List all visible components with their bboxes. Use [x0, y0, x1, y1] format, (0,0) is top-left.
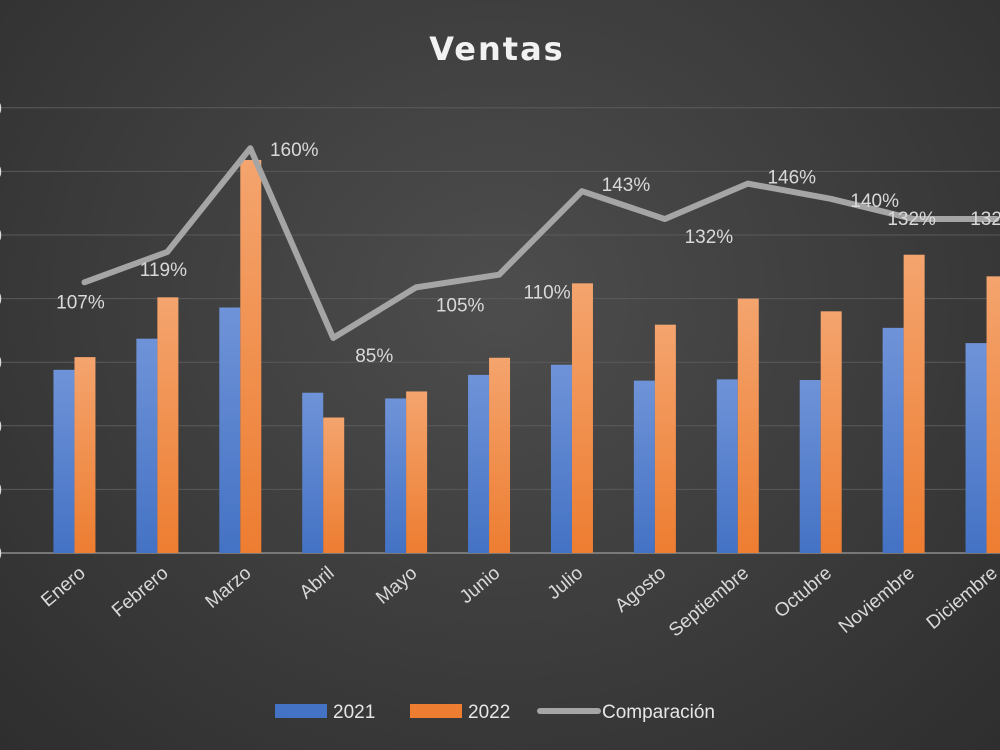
bar-2022-julio	[571, 283, 593, 553]
y-tick-label: 100	[0, 480, 2, 501]
bar-2021-junio	[468, 374, 490, 553]
data-label-comparison: 107%	[56, 292, 105, 313]
bar-2022-noviembre	[903, 254, 925, 553]
bar-series	[53, 159, 1000, 553]
y-tick-label: 400	[0, 290, 2, 311]
bar-2021-enero	[53, 369, 75, 553]
data-label-comparison: 132%	[970, 209, 1000, 230]
y-tick-label: 300	[0, 353, 2, 374]
x-tick-label: Octubre	[771, 563, 836, 623]
data-label-comparison: 132%	[685, 227, 734, 248]
bar-2021-octubre	[799, 380, 821, 553]
bar-2021-marzo	[219, 307, 241, 553]
x-tick-label: Diciembre	[923, 563, 1000, 634]
bar-2021-diciembre	[965, 343, 987, 553]
x-tick-label: Junio	[456, 563, 504, 608]
bar-2022-enero	[74, 357, 96, 553]
data-label-comparison: 110%	[523, 283, 570, 304]
data-label-comparison: 85%	[355, 346, 393, 367]
x-tick-label: Abril	[296, 563, 339, 604]
x-axis-tick-labels: Enero Febrero Marzo Abril Mayo Junio Julio Agos…	[37, 563, 1000, 642]
x-tick-label: Noviembre	[835, 563, 919, 638]
data-label-comparison: 105%	[436, 295, 485, 316]
bar-2021-mayo	[385, 398, 407, 553]
x-tick-label: Marzo	[202, 563, 256, 613]
y-tick-label: 500	[0, 226, 2, 247]
bar-2021-febrero	[136, 338, 158, 553]
x-tick-label: Mayo	[372, 563, 421, 609]
bar-2022-diciembre	[986, 276, 1000, 553]
x-tick-label: Febrero	[108, 563, 172, 622]
legend-label: 2022	[468, 702, 510, 723]
bar-2021-septiembre	[716, 379, 738, 553]
data-label-comparison: 132%	[887, 209, 936, 230]
x-tick-label: Agosto	[611, 563, 670, 617]
bar-2022-agosto	[654, 324, 676, 553]
y-tick-label: 0	[0, 544, 2, 565]
legend-swatch-2022	[410, 704, 462, 718]
legend-label: Comparación	[602, 702, 715, 723]
bar-2021-julio	[550, 364, 572, 553]
data-label-comparison: 143%	[602, 175, 651, 196]
y-axis-tick-labels: 0 100 200 300 400 500 600 700	[0, 99, 2, 565]
bar-2022-marzo	[240, 159, 262, 553]
bar-2022-octubre	[820, 311, 842, 553]
y-tick-label: 200	[0, 417, 2, 438]
data-label-comparison: 119%	[140, 260, 187, 281]
bar-2021-abril	[302, 392, 324, 553]
x-tick-label: Julio	[544, 563, 587, 604]
bar-2021-agosto	[633, 380, 655, 553]
legend-swatch-2021	[275, 704, 327, 718]
bar-2022-abril	[323, 417, 345, 553]
comparison-line	[81, 145, 1000, 341]
y-tick-label: 700	[0, 99, 2, 120]
comparison-line-series: 107%119%160%85%105%110%143%132%146%140%1…	[56, 140, 1000, 367]
x-tick-label: Enero	[37, 563, 89, 612]
legend-label: 2021	[333, 702, 375, 723]
data-label-comparison: 140%	[850, 191, 899, 212]
bar-2022-mayo	[406, 391, 428, 553]
x-tick-label: Septiembre	[665, 563, 753, 642]
data-label-comparison: 146%	[767, 168, 816, 189]
y-tick-label: 600	[0, 162, 2, 183]
bar-2021-noviembre	[882, 327, 904, 553]
bar-2022-septiembre	[737, 298, 759, 553]
bar-2022-febrero	[157, 297, 179, 553]
data-label-comparison: 160%	[270, 140, 319, 161]
bar-2022-junio	[489, 357, 511, 553]
chart-title: Ventas	[429, 30, 564, 68]
legend[interactable]: 2021 2022 Comparación	[275, 702, 715, 723]
